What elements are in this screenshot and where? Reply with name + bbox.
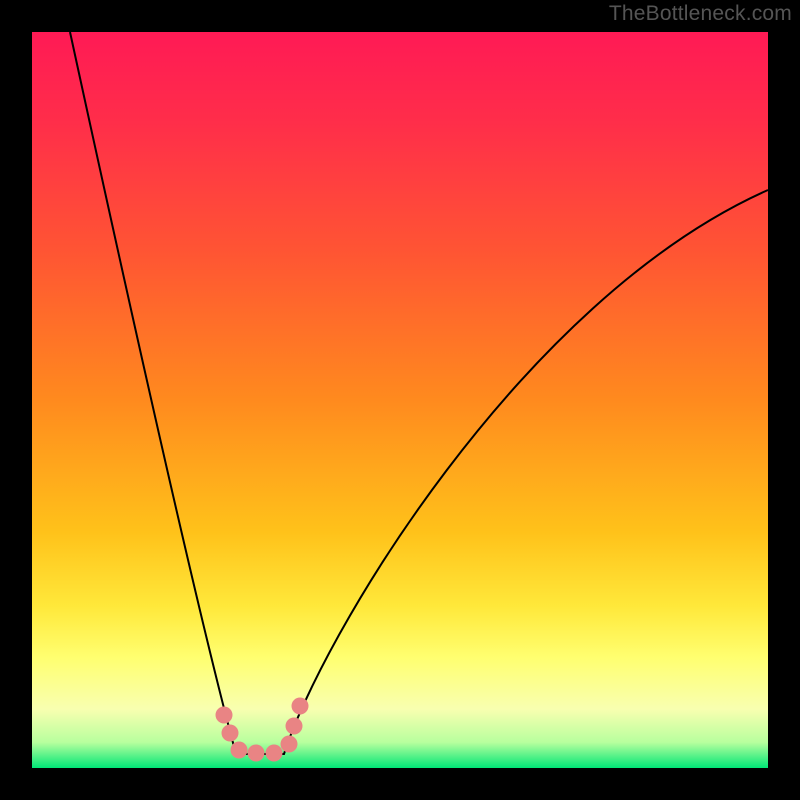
watermark-text: TheBottleneck.com [609, 2, 792, 26]
heat-gradient-bg [32, 32, 768, 768]
chart-stage: TheBottleneck.com [0, 0, 800, 800]
